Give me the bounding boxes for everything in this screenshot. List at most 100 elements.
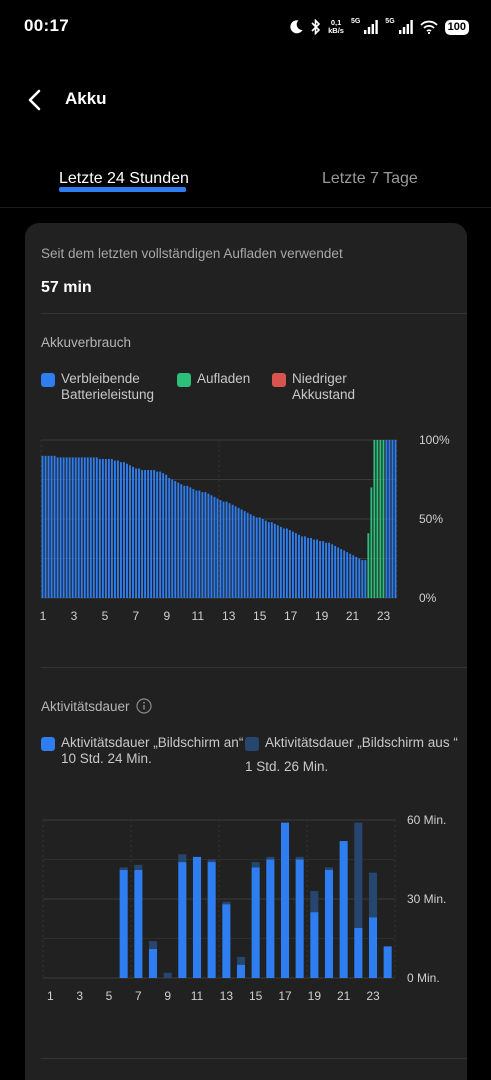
x-tick-label: 15 [253,609,267,623]
battery-level-bar [231,504,234,598]
battery-level-bar [150,470,153,598]
screen-on-bar [251,867,260,978]
battery-usage-card: Seit dem letzten vollständigen Aufladen … [25,223,467,1080]
screen-off-bar [251,862,260,868]
screen-on-bar [280,822,290,978]
x-tick-label: 9 [164,989,171,1003]
battery-level-bar [313,539,315,598]
battery-level-bar [198,490,201,598]
battery-level-bar [62,457,65,598]
battery-level-bar [171,479,174,598]
screen-on-bar [178,862,187,978]
x-tick-label: 11 [192,609,205,623]
battery-level-bar [340,549,343,598]
app-header: Akku [0,78,491,122]
battery-level-bar [138,468,140,598]
screen-on-bar [339,841,348,978]
legend-screen-off: Aktivitätsdauer „Bildschirm aus “ 1 Std.… [245,735,458,774]
battery-level-bar [80,457,83,598]
battery-level-bar [101,458,104,598]
battery-level-bar [186,485,189,598]
tab-last-24-hours[interactable]: Letzte 24 Stunden [59,170,189,187]
y-tick-label: 30 Min. [407,892,446,906]
screen-off-bar [178,854,187,863]
battery-level-bar [44,455,47,598]
battery-level-bar [267,522,270,598]
bluetooth-icon [311,19,321,35]
battery-level-bar [95,457,98,598]
screen-on-bar [324,870,334,978]
screen-on-bar [310,912,319,978]
activity-duration-chart: 60 Min.30 Min.0 Min.1 3 5 7 9 11 13 15 17 19 21 23 [42,813,446,1003]
battery-level-bar [291,531,294,598]
divider [41,667,467,668]
legend-swatch [245,737,259,751]
battery-level-bar [53,455,56,598]
battery-level-bar [189,487,192,598]
signal-icon [364,20,379,34]
screen-off-bar [222,901,231,905]
battery-level-bar [147,470,150,598]
x-tick-label: 19 [308,989,322,1003]
battery-level-bar [346,552,349,598]
charging-bar [370,487,373,598]
battery-level-bar [249,514,252,598]
battery-level-bar [113,460,116,598]
status-icons: 0,1 kB/s 5G 5G 100 [288,17,469,37]
info-icon[interactable] [135,698,152,714]
signal-icon [398,20,413,34]
screen-on-bar [266,859,275,978]
battery-level-bar [120,462,122,598]
screen-on-bar [368,917,378,978]
battery-level-bar [213,496,216,598]
battery-level-bar [261,519,264,598]
battery-level-bar [298,534,300,598]
legend-screen-on: Aktivitätsdauer „Bildschirm an“ 10 Std. … [41,735,251,767]
battery-level-bar [92,457,95,598]
legend-swatch [177,373,191,387]
x-tick-label: 1 [40,609,47,623]
battery-level-bar [68,457,71,598]
network-type-label: 5G [350,17,361,25]
screen-on-bar [295,859,304,978]
battery-level-bar [385,440,388,598]
screen-off-bar [236,956,246,965]
battery-level-bar [270,522,273,598]
screen-on-bar [119,870,128,978]
battery-level-bar [195,490,198,598]
x-tick-label: 7 [133,609,140,623]
legend-swatch [41,737,55,751]
battery-level-bar [234,506,237,598]
battery-level-bar [325,542,328,598]
x-tick-label: 23 [377,609,391,623]
screen-off-bar [119,867,128,871]
battery-level-bar [174,481,177,598]
battery-level-bar [219,500,222,598]
battery-level-bar [207,493,210,598]
battery-level-bar [177,482,180,598]
battery-level-bar [204,492,207,598]
tab-last-7-days[interactable]: Letzte 7 Tage [322,170,418,187]
battery-level-bar [273,523,276,598]
screen-on-bar [134,870,143,978]
charging-bar [376,440,379,598]
divider [41,313,467,314]
battery-level-bar [123,462,125,598]
back-arrow-icon[interactable] [22,86,50,114]
x-tick-label: 23 [366,989,380,1003]
period-tabs: Letzte 24 Stunden Letzte 7 Tage [0,160,491,208]
battery-level-bar [228,503,231,598]
battery-level-bar [144,470,147,598]
screen-off-bar [163,972,172,978]
battery-level-bar [141,470,144,598]
legend-charging: Aufladen [177,371,250,387]
battery-level-bar [159,471,162,598]
battery-level-bar [41,455,44,598]
battery-level-bar [331,544,334,598]
activity-section-title: Aktivitätsdauer [41,698,152,714]
battery-level-bar [252,515,255,598]
charging-bar [373,440,376,598]
battery-level-bar [47,455,50,598]
battery-level-bar [59,457,62,598]
battery-level-bar [216,498,219,598]
